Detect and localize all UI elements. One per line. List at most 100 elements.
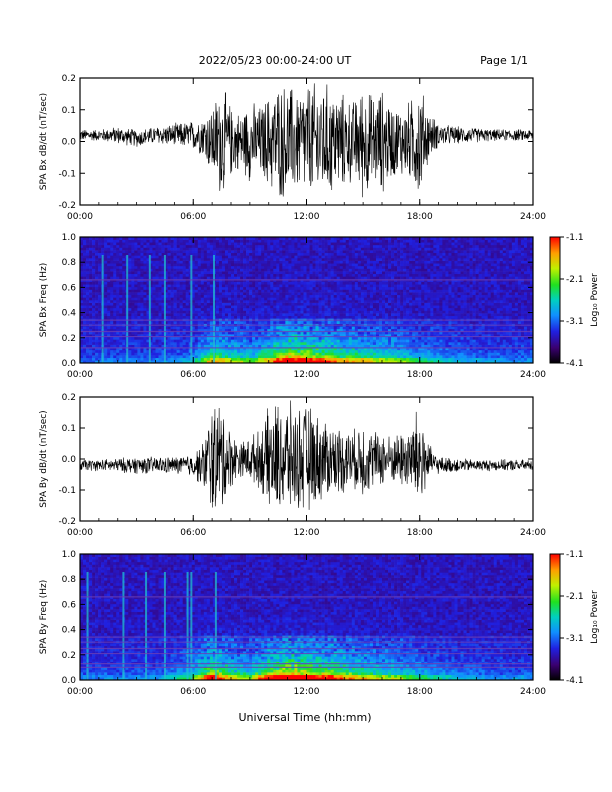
heatmap-cell bbox=[291, 334, 295, 338]
heatmap-cell bbox=[288, 307, 292, 311]
heatmap-cell bbox=[176, 286, 180, 290]
heatmap-cell bbox=[330, 237, 334, 240]
heatmap-cell bbox=[282, 357, 286, 361]
heatmap-cell bbox=[388, 347, 392, 351]
heatmap-cell bbox=[255, 347, 259, 351]
heatmap-cell bbox=[80, 250, 84, 254]
heatmap-cell bbox=[294, 342, 298, 345]
heatmap-cell bbox=[285, 268, 289, 272]
heatmap-cell bbox=[182, 302, 186, 306]
heatmap-cell bbox=[252, 294, 256, 298]
heatmap-cell bbox=[252, 313, 256, 317]
heatmap-cell bbox=[360, 360, 365, 363]
heatmap-cell bbox=[297, 302, 301, 306]
heatmap-cell bbox=[218, 244, 223, 248]
heatmap-cell bbox=[297, 315, 301, 319]
heatmap-cell bbox=[324, 260, 328, 264]
heatmap-cell bbox=[354, 289, 359, 293]
heatmap-cell bbox=[279, 328, 283, 332]
heatmap-cell bbox=[354, 339, 359, 343]
heatmap-cell bbox=[372, 334, 377, 338]
heatmap-cell bbox=[185, 305, 190, 309]
heatmap-cell bbox=[218, 349, 223, 353]
heatmap-cell bbox=[300, 263, 304, 267]
heatmap-cell bbox=[167, 307, 171, 311]
heatmap-cell bbox=[318, 286, 322, 290]
heatmap-cell bbox=[134, 265, 138, 269]
heatmap-cell bbox=[240, 321, 244, 324]
heatmap-cell bbox=[360, 276, 365, 280]
heatmap-cell bbox=[297, 347, 301, 351]
y-tick-label: 0.2 bbox=[62, 74, 76, 84]
heatmap-cell bbox=[327, 292, 331, 296]
heatmap-cell bbox=[348, 360, 353, 363]
heatmap-cell bbox=[83, 294, 87, 298]
heatmap-cell bbox=[243, 344, 247, 348]
heatmap-cell bbox=[285, 360, 289, 363]
heatmap-cell bbox=[134, 347, 138, 351]
heatmap-cell bbox=[92, 357, 96, 361]
heatmap-cell bbox=[339, 326, 344, 330]
heatmap-cell bbox=[276, 265, 280, 269]
heatmap-cell bbox=[231, 302, 235, 306]
heatmap-cell bbox=[164, 263, 168, 267]
heatmap-cell bbox=[146, 310, 150, 314]
heatmap-cell bbox=[164, 281, 168, 285]
heatmap-cell bbox=[212, 252, 217, 256]
heatmap-cell bbox=[255, 273, 259, 277]
heatmap-cell bbox=[119, 255, 123, 259]
heatmap-cell bbox=[161, 313, 165, 317]
heatmap-cell bbox=[89, 252, 93, 256]
heatmap-cell bbox=[270, 260, 274, 264]
heatmap-cell bbox=[382, 328, 386, 332]
heatmap-cell bbox=[369, 344, 374, 348]
heatmap-cell bbox=[309, 289, 313, 293]
heatmap-cell bbox=[152, 265, 156, 269]
heatmap-cell bbox=[303, 250, 307, 254]
heatmap-cell bbox=[279, 326, 283, 330]
heatmap-cell bbox=[240, 334, 244, 338]
x-tick-label: 18:00 bbox=[407, 212, 433, 222]
heatmap-cell bbox=[243, 279, 247, 282]
heatmap-cell bbox=[80, 302, 84, 306]
heatmap-cell bbox=[285, 297, 289, 301]
heatmap-cell bbox=[152, 347, 156, 351]
heatmap-cell bbox=[134, 276, 138, 280]
heatmap-cell bbox=[273, 273, 277, 277]
heatmap-cell bbox=[309, 268, 313, 272]
heatmap-cell bbox=[191, 355, 196, 359]
heatmap-cell bbox=[170, 315, 174, 319]
heatmap-cell bbox=[179, 315, 183, 319]
heatmap-cell bbox=[249, 315, 253, 319]
heatmap-cell bbox=[351, 237, 356, 240]
heatmap-cell bbox=[119, 352, 123, 356]
heatmap-cell bbox=[285, 331, 289, 335]
heatmap-cell bbox=[243, 258, 247, 261]
heatmap-cell bbox=[300, 239, 304, 243]
heatmap-cell bbox=[110, 284, 114, 288]
heatmap-cell bbox=[200, 355, 205, 359]
heatmap-cell bbox=[92, 244, 96, 248]
heatmap-cell bbox=[176, 310, 180, 314]
heatmap-cell bbox=[89, 247, 93, 251]
heatmap-cell bbox=[143, 334, 147, 338]
heatmap-cell bbox=[140, 268, 144, 272]
heatmap-cell bbox=[246, 302, 250, 306]
heatmap-cell bbox=[110, 297, 114, 301]
heatmap-cell bbox=[291, 344, 295, 348]
heatmap-cell bbox=[98, 239, 102, 243]
heatmap-cell bbox=[261, 331, 265, 335]
heatmap-cell bbox=[137, 292, 141, 296]
heatmap-cell bbox=[342, 326, 347, 330]
heatmap-cell bbox=[203, 292, 208, 296]
heatmap-cell bbox=[273, 294, 277, 298]
heatmap-cell bbox=[285, 342, 289, 345]
heatmap-cell bbox=[104, 284, 108, 288]
heatmap-cell bbox=[113, 339, 117, 343]
heatmap-cell bbox=[348, 305, 353, 309]
heatmap-cell bbox=[92, 302, 96, 306]
heatmap-cell bbox=[203, 342, 208, 345]
heatmap-cell bbox=[92, 289, 96, 293]
heatmap-cell bbox=[336, 260, 341, 264]
heatmap-cell bbox=[270, 300, 274, 303]
